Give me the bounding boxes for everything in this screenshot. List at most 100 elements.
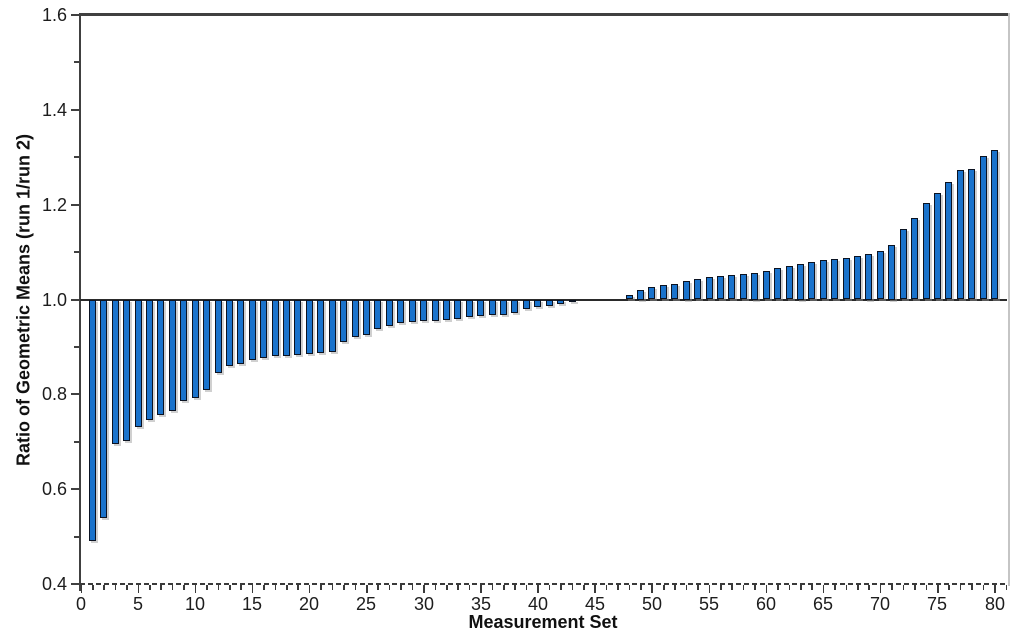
- x-minor-tick: [126, 585, 128, 590]
- bar-set-9: [180, 299, 188, 402]
- x-minor-tick: [742, 585, 745, 590]
- x-minor-tick: [274, 585, 277, 590]
- x-minor-tick: [582, 585, 585, 590]
- y-minor-tick: [74, 61, 80, 63]
- x-major-tick: [80, 585, 83, 593]
- x-minor-tick: [548, 585, 551, 590]
- x-minor-tick: [788, 585, 791, 590]
- bar-set-63: [796, 263, 804, 300]
- bar-set-8: [168, 299, 176, 411]
- bar-set-76: [945, 182, 953, 300]
- x-minor-tick: [343, 585, 345, 590]
- bar-set-26: [374, 299, 382, 329]
- bar-set-64: [808, 261, 816, 300]
- bar-set-66: [831, 259, 839, 300]
- bar-set-39: [522, 299, 530, 309]
- y-major-tick: [71, 488, 80, 490]
- x-major-tick: [651, 585, 654, 593]
- x-major-tick: [537, 585, 539, 593]
- y-major-tick: [71, 393, 80, 395]
- bar-set-38: [511, 299, 519, 313]
- x-minor-tick: [217, 585, 220, 590]
- bar-set-35: [477, 299, 485, 317]
- x-major-tick: [137, 585, 140, 593]
- bar-set-79: [979, 156, 987, 300]
- x-major-tick: [365, 585, 368, 593]
- bar-set-20: [305, 299, 313, 354]
- bar-set-18: [283, 299, 291, 356]
- bar-set-1: [88, 299, 96, 542]
- y-major-tick: [71, 109, 80, 111]
- x-major-tick: [994, 585, 996, 593]
- y-major-tick: [71, 14, 80, 16]
- bar-set-43: [568, 299, 576, 302]
- bar-set-48: [625, 294, 633, 300]
- bar-set-55: [705, 277, 713, 300]
- y-tick-label: 1.2: [41, 195, 67, 215]
- x-minor-tick: [468, 585, 471, 590]
- bar-set-49: [637, 289, 645, 300]
- bar-set-70: [876, 250, 884, 300]
- x-minor-tick: [777, 585, 779, 590]
- x-minor-tick: [331, 585, 334, 590]
- bar-set-69: [865, 254, 873, 300]
- bar-set-15: [248, 299, 256, 360]
- x-tick-label: 15: [241, 594, 263, 614]
- bar-set-27: [385, 299, 393, 327]
- x-tick-label: 30: [413, 594, 435, 614]
- x-minor-tick: [685, 585, 688, 590]
- y-major-tick: [71, 583, 80, 585]
- y-minor-tick: [74, 251, 80, 253]
- x-minor-tick: [948, 585, 950, 590]
- x-tick-label: 5: [132, 594, 143, 614]
- x-minor-tick: [388, 585, 391, 590]
- x-tick-label: 25: [355, 594, 377, 614]
- x-minor-tick: [457, 585, 459, 590]
- y-minor-tick: [74, 441, 80, 443]
- bar-set-50: [648, 286, 656, 300]
- bar-set-7: [157, 299, 165, 415]
- x-tick-label: 75: [926, 594, 948, 614]
- bar-set-51: [659, 285, 667, 300]
- bar-set-65: [819, 260, 827, 300]
- x-tick-label: 55: [698, 594, 720, 614]
- x-minor-tick: [286, 585, 288, 590]
- bar-set-73: [911, 217, 919, 300]
- bar-set-67: [842, 258, 850, 300]
- x-major-tick: [765, 585, 768, 593]
- x-major-tick: [194, 585, 197, 593]
- y-minor-tick: [74, 536, 80, 538]
- x-minor-tick: [605, 585, 608, 590]
- x-minor-tick: [914, 585, 916, 590]
- bar-set-31: [431, 299, 439, 321]
- bar-set-78: [968, 168, 976, 300]
- y-tick-label: 0.8: [41, 384, 67, 404]
- bar-set-5: [134, 299, 142, 427]
- y-minor-tick: [74, 156, 80, 158]
- x-tick-label: 80: [984, 594, 1006, 614]
- x-minor-tick: [263, 585, 265, 590]
- x-tick-label: 45: [584, 594, 606, 614]
- y-major-tick: [71, 299, 80, 301]
- x-minor-tick: [754, 585, 756, 590]
- bar-set-34: [465, 299, 473, 317]
- x-minor-tick: [320, 585, 322, 590]
- x-minor-tick: [491, 585, 494, 590]
- bar-set-41: [545, 299, 553, 306]
- bar-set-6: [146, 299, 154, 421]
- bar-set-14: [237, 299, 245, 364]
- x-minor-tick: [720, 585, 722, 590]
- bar-set-21: [317, 299, 325, 353]
- bar-set-29: [408, 299, 416, 322]
- bar-set-52: [671, 283, 679, 300]
- x-minor-tick: [617, 585, 619, 590]
- bar-set-60: [762, 270, 770, 300]
- bar-set-19: [294, 299, 302, 355]
- y-axis-line: [79, 13, 81, 591]
- bar-set-72: [899, 229, 907, 300]
- x-tick-label: 40: [527, 594, 549, 614]
- x-major-tick: [822, 585, 825, 593]
- x-minor-tick: [640, 585, 642, 590]
- x-minor-tick: [411, 585, 414, 590]
- x-minor-tick: [514, 585, 517, 590]
